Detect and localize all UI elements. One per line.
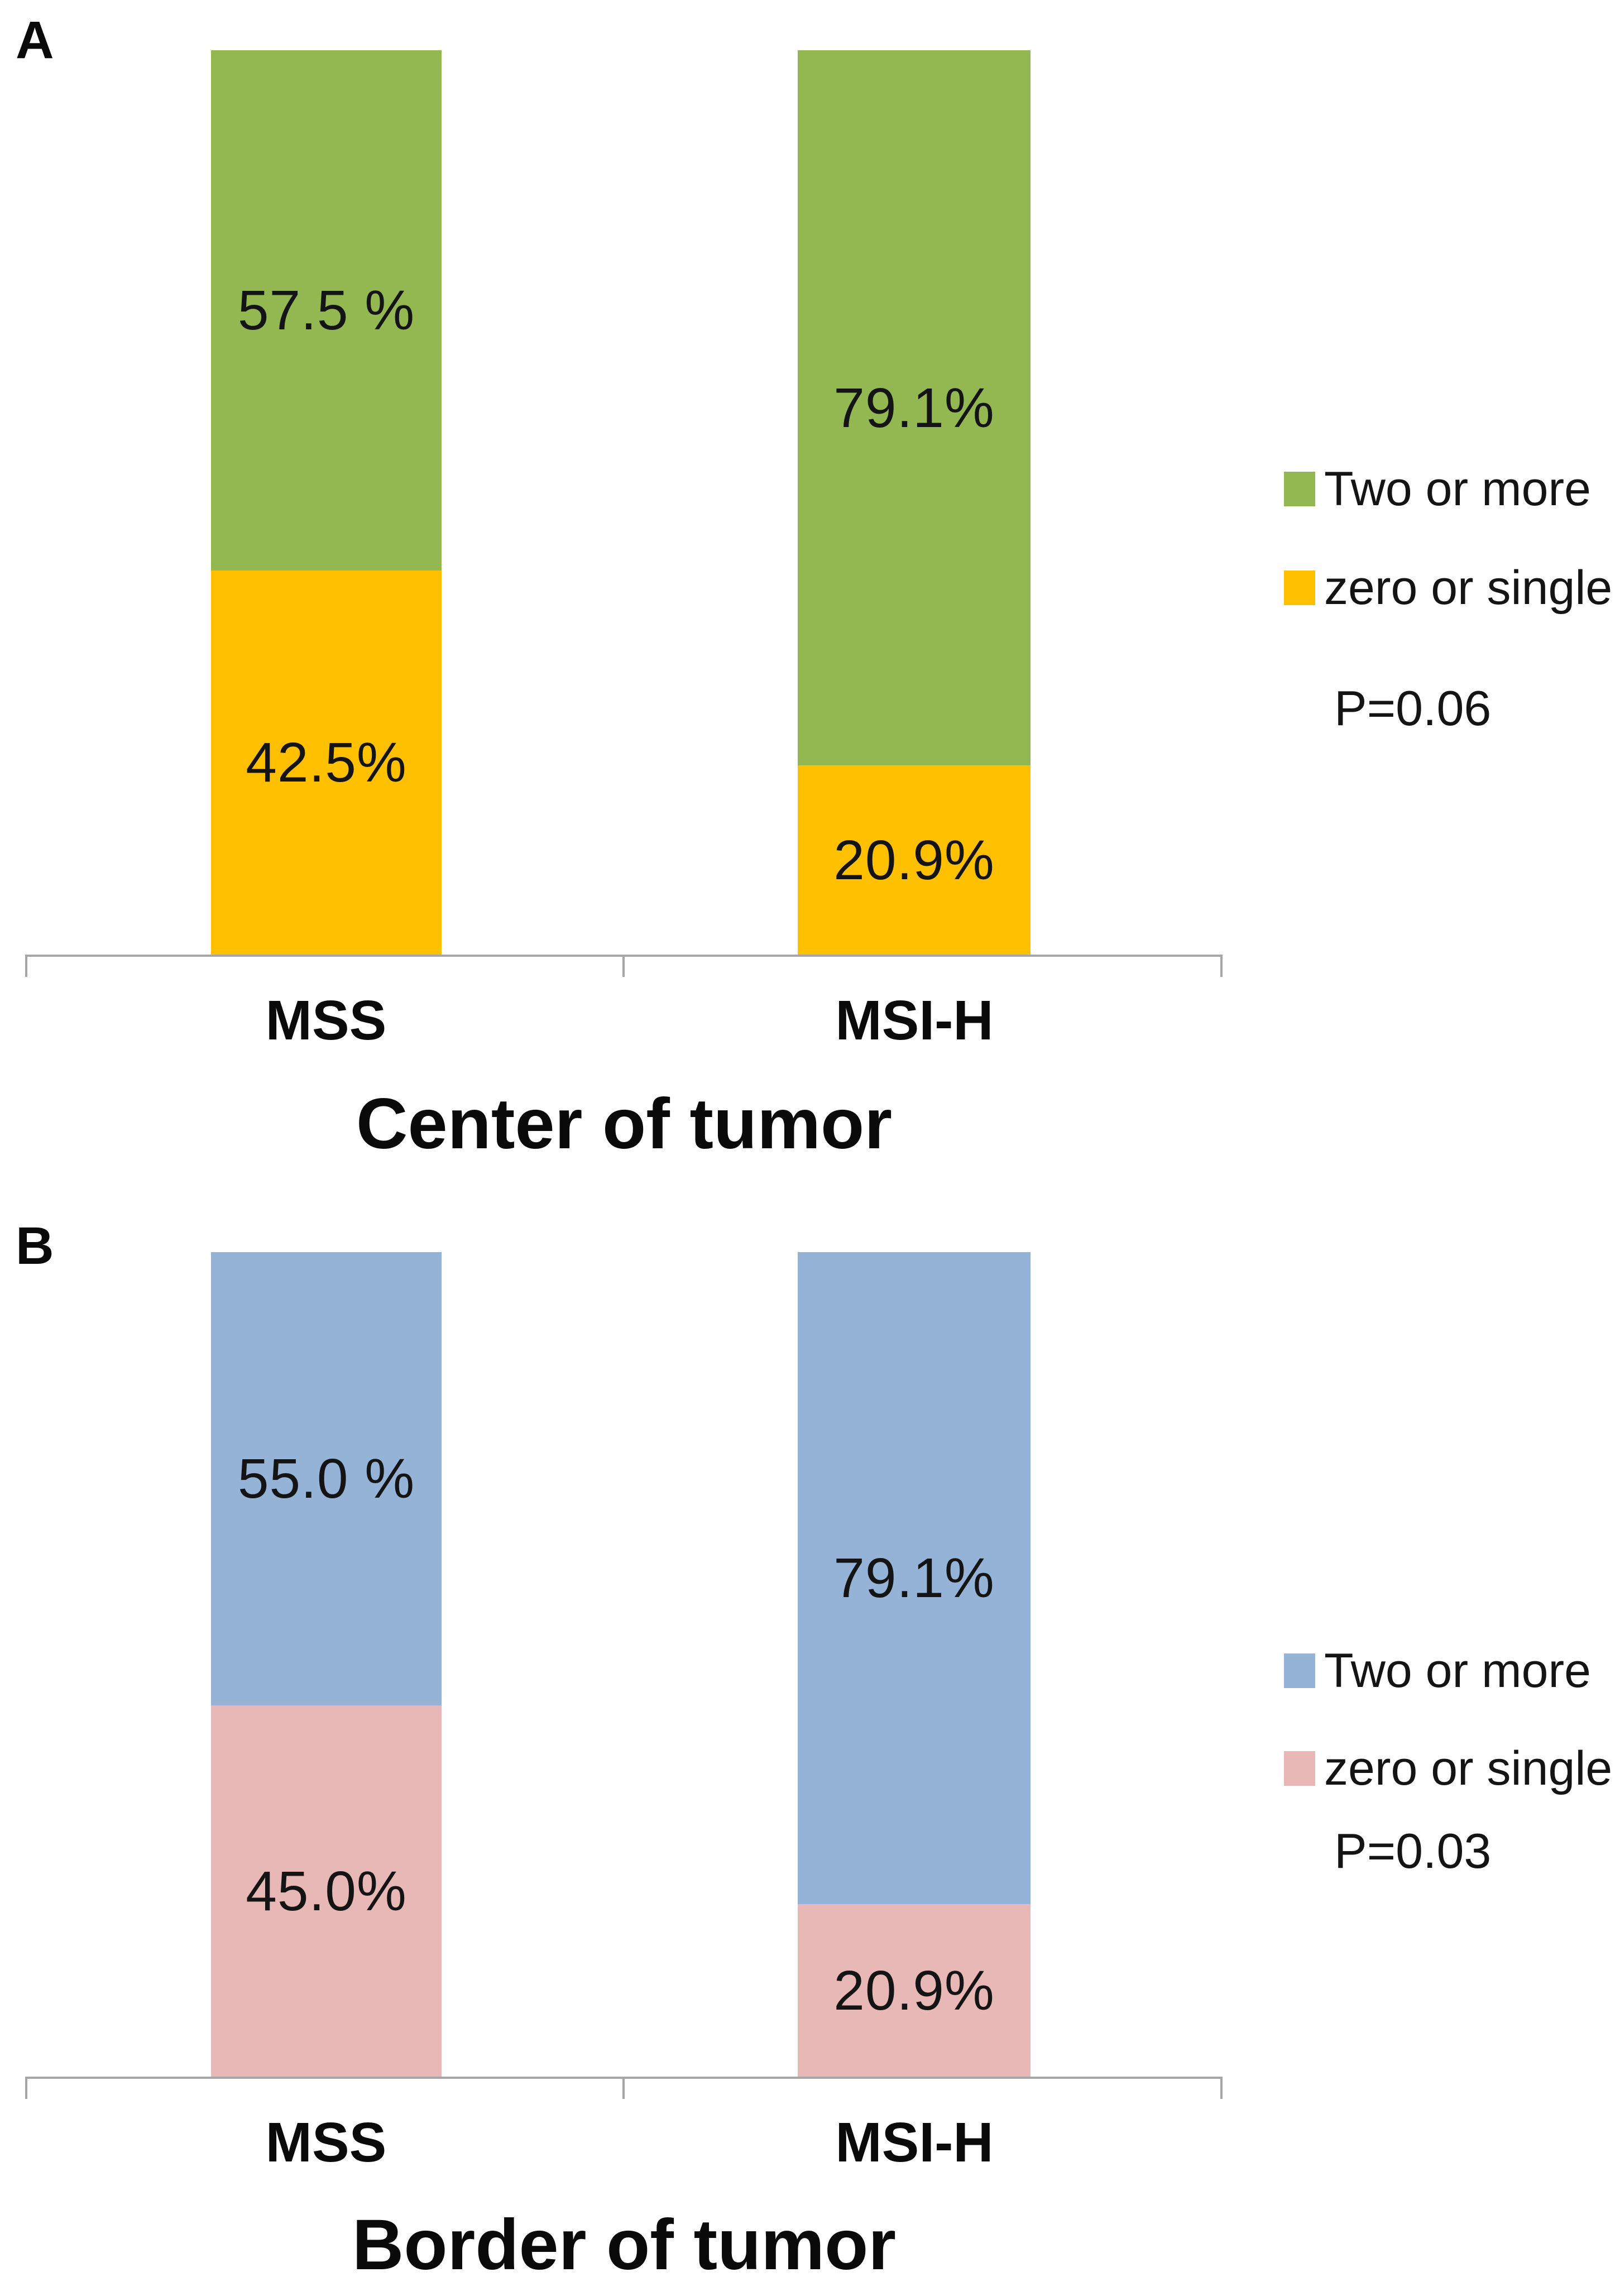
panel-b-title: Border of tumor (352, 2205, 897, 2285)
panel-a-label: A (16, 11, 54, 70)
panel-a-p-value: P=0.06 (1334, 680, 1492, 736)
panel-b-x-axis (25, 2077, 1223, 2099)
legend-swatch-zero-or-single (1284, 571, 1315, 605)
axis-tick (622, 955, 625, 977)
axis-tick (25, 2077, 27, 2099)
panel-b-category-label-mss: MSS (265, 2111, 387, 2174)
panel-a-category-label-msi-h: MSI-H (835, 989, 994, 1052)
axis-tick (25, 955, 27, 977)
legend-label-zero-or-single: zero or single (1324, 561, 1613, 615)
panel-a-legend-item-two-or-more: Two or more (1284, 465, 1591, 513)
axis-tick (1220, 955, 1223, 977)
panel-b-label: B (16, 1216, 54, 1276)
legend-label-two-or-more: Two or more (1324, 1644, 1591, 1698)
value-label: 20.9% (833, 1959, 995, 2022)
segment-zero-or-single: 45.0% (211, 1705, 442, 2077)
segment-two-or-more: 79.1% (798, 1252, 1031, 1905)
value-label: 79.1% (833, 1547, 995, 1610)
panel-a-category-label-mss: MSS (265, 989, 387, 1052)
segment-zero-or-single: 42.5% (211, 570, 442, 955)
legend-label-two-or-more: Two or more (1324, 462, 1591, 516)
value-label: 57.5 % (237, 279, 415, 342)
panel-a-x-axis (25, 955, 1223, 977)
axis-tick (622, 2077, 625, 2099)
legend-swatch-zero-or-single (1284, 1751, 1315, 1786)
legend-label-zero-or-single: zero or single (1324, 1742, 1613, 1795)
panel-b-p-value: P=0.03 (1334, 1823, 1492, 1878)
panel-b-legend-item-zero-or-single: zero or single (1284, 1744, 1612, 1792)
panel-b-legend-item-two-or-more: Two or more (1284, 1647, 1591, 1695)
panel-a-legend-item-zero-or-single: zero or single (1284, 564, 1612, 612)
panel-b-bars: 55.0 % 45.0% 79.1% 20.9% (25, 1252, 1223, 2077)
bar-msi-h: 79.1% 20.9% (798, 1252, 1031, 2077)
panel-a-bars: 57.5 % 42.5% 79.1% 20.9% (25, 50, 1223, 955)
bar-mss: 57.5 % 42.5% (211, 50, 442, 955)
value-label: 42.5% (246, 731, 407, 794)
segment-two-or-more: 57.5 % (211, 50, 442, 571)
segment-zero-or-single: 20.9% (798, 1904, 1031, 2077)
value-label: 79.1% (833, 376, 995, 439)
value-label: 55.0 % (237, 1447, 415, 1511)
legend-swatch-two-or-more (1284, 472, 1315, 506)
segment-two-or-more: 79.1% (798, 50, 1031, 766)
legend-swatch-two-or-more (1284, 1653, 1315, 1688)
panel-b-category-label-msi-h: MSI-H (835, 2111, 994, 2174)
bar-msi-h: 79.1% 20.9% (798, 50, 1031, 955)
axis-tick (1220, 2077, 1223, 2099)
value-label: 45.0% (246, 1859, 407, 1923)
value-label: 20.9% (833, 828, 995, 891)
bar-mss: 55.0 % 45.0% (211, 1252, 442, 2077)
segment-two-or-more: 55.0 % (211, 1252, 442, 1706)
panel-a-title: Center of tumor (356, 1084, 892, 1164)
segment-zero-or-single: 20.9% (798, 765, 1031, 955)
